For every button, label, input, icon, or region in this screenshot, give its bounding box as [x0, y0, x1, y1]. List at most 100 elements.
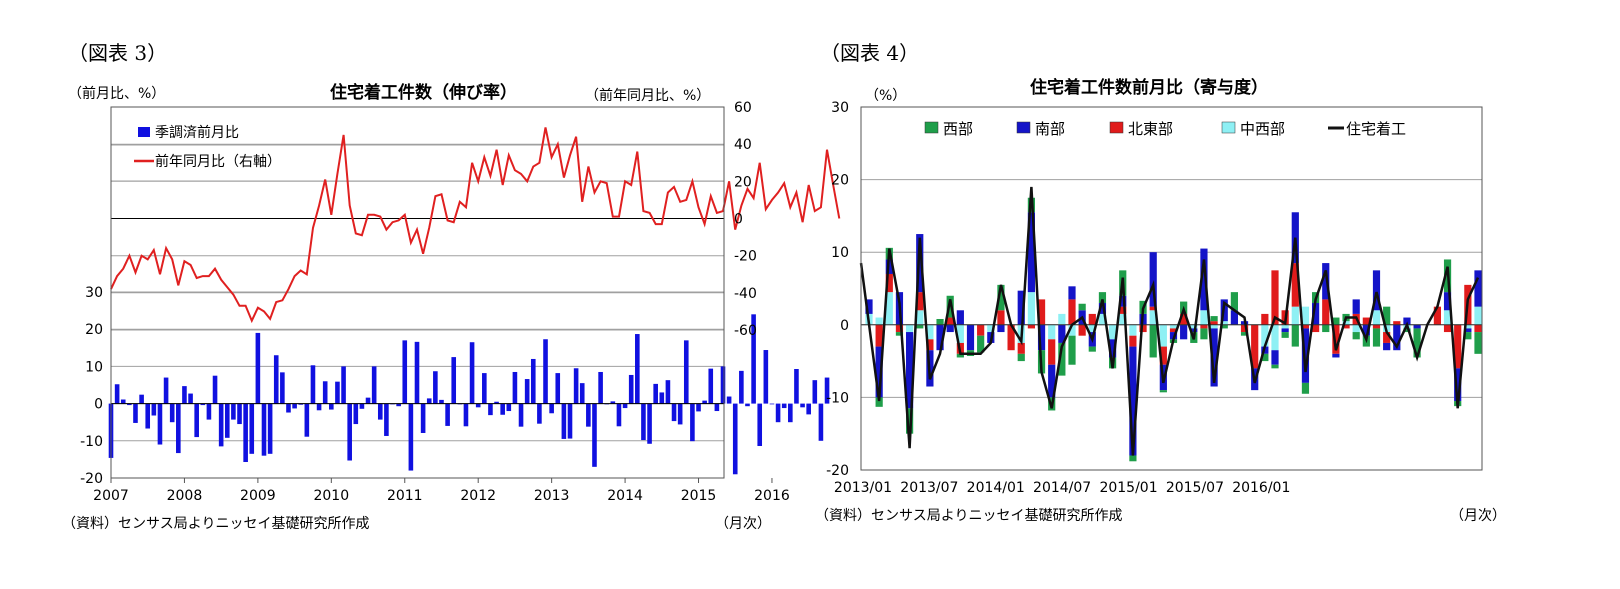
fig3-bar [286, 403, 291, 413]
fig3-bar [439, 399, 444, 404]
figure-3: （図表 3） （前月比、%） （前年同月比、%） 住宅着工件数（伸び率） -20… [62, 41, 841, 532]
fig4-bar-segment [926, 339, 934, 351]
fig3-bar [212, 375, 218, 404]
fig4-bar-segment [997, 284, 1005, 311]
fig4-bar-segment [1352, 324, 1360, 333]
fig4-bar-segment [1454, 368, 1462, 402]
fig3-bar [616, 403, 622, 427]
fig3-bar [194, 403, 199, 438]
fig3-bar [641, 403, 646, 441]
fig4-y-tick-label: -10 [826, 390, 849, 406]
fig4-bar-segment [1393, 321, 1401, 325]
fig4-stacked-bars [865, 197, 1482, 462]
fig4-bar-segment [1129, 346, 1137, 456]
fig3-bar [145, 403, 151, 429]
fig4-bar-segment [1372, 328, 1381, 347]
fig4-bar-segment [875, 317, 883, 325]
fig4-bar-segment [916, 310, 924, 325]
fig4-y-tick-label: -20 [826, 463, 849, 479]
fig3-bar [518, 403, 524, 427]
fig3-bar [182, 386, 187, 404]
fig4-bar-segment [885, 292, 893, 325]
fig4-bar-segment [1443, 324, 1452, 333]
fig3-bar [573, 368, 579, 404]
fig4-bar-segment [1240, 332, 1249, 336]
fig4-bar-segment [1159, 346, 1167, 365]
fig3-left-tick-label: 20 [85, 322, 103, 338]
fig4-bar-segment [1088, 313, 1096, 325]
fig3-bar [555, 373, 561, 404]
fig3-bar [586, 403, 591, 427]
fig4-bar-segment [1078, 324, 1086, 336]
fig3-bar [653, 383, 658, 404]
fig3-bar [665, 380, 671, 404]
fig3-left-unit: （前月比、%） [68, 85, 165, 102]
fig3-bar [463, 403, 469, 427]
fig3-bar [635, 334, 640, 404]
fig3-yoy-line [110, 127, 841, 324]
fig4-bar-segment [1291, 324, 1299, 347]
fig3-source: （資料）センサス局よりニッセイ基礎研究所作成 [62, 515, 369, 532]
fig4-legend-label: 西部 [943, 120, 973, 138]
fig4-bar-segment [1464, 332, 1472, 340]
fig4-bar-segment [1332, 317, 1340, 325]
fig3-bar [176, 403, 181, 454]
fig3-bar [628, 374, 634, 404]
fig4-bar-segment [1291, 306, 1299, 325]
fig4-bar-segment [1312, 303, 1320, 325]
fig3-right-tick-label: -40 [734, 286, 757, 302]
fig4-bar-segment [1017, 353, 1025, 362]
fig4-bar-segment [1261, 353, 1269, 362]
fig4-bar-segment [946, 324, 954, 333]
fig4-bar-segment [1180, 324, 1188, 340]
fig4-bar-segment [1098, 292, 1107, 304]
fig4-bar-segment [1129, 324, 1137, 336]
fig3-bar [169, 403, 175, 423]
fig3-bar [506, 403, 512, 412]
fig3-label: （図表 3） [68, 41, 167, 65]
fig3-bar [329, 403, 334, 410]
fig4-bar-segment [1109, 339, 1117, 358]
fig4-bar-segment [1474, 306, 1482, 325]
fig3-bar [537, 403, 542, 424]
fig3-legend-label-bar: 季調済前月比 [155, 124, 239, 141]
fig4-legend-swatch [1221, 121, 1236, 134]
fig4-x-tick-label: 2016/01 [1232, 480, 1290, 496]
fig4-bar-segment [1322, 299, 1330, 325]
fig4-bar-segment [1271, 350, 1279, 365]
fig4-bar-segment [906, 332, 914, 409]
fig4-source: （資料）センサス局よりニッセイ基礎研究所作成 [815, 507, 1122, 524]
fig4-total-line [859, 186, 1480, 456]
fig4-bar-segment [875, 397, 883, 407]
fig3-bar [353, 403, 359, 425]
fig3-bar [488, 403, 493, 416]
fig4-bar-segment [1332, 324, 1340, 354]
fig4-bar-segment [865, 299, 873, 314]
fig4-bar-segment [1068, 324, 1076, 336]
fig4-bar-segment [1474, 332, 1482, 354]
fig3-bar [218, 403, 224, 447]
fig4-legend-label: 中西部 [1240, 120, 1285, 138]
fig3-bar [445, 403, 450, 426]
fig3-bar [561, 403, 567, 439]
fig4-bar-segment [1362, 317, 1370, 325]
fig3-bar [659, 392, 665, 404]
fig3-bar [231, 403, 236, 420]
fig4-bar-segment [1037, 299, 1046, 325]
fig4-bar-segment [946, 295, 954, 318]
fig4-bar-segment [1261, 313, 1269, 325]
fig3-bar [806, 403, 811, 415]
fig3-bar [824, 377, 830, 404]
fig4-bar-segment [1372, 270, 1381, 311]
figure-4: （図表 4） （%） 住宅着工件数前月比（寄与度） -20-100102030 … [815, 41, 1506, 524]
fig3-bar [261, 403, 267, 456]
fig4-bar-segment [1372, 324, 1381, 329]
fig4-bar-segment [1200, 328, 1208, 340]
fig3-left-tick-label: -10 [80, 434, 103, 450]
fig4-bar-segment [1240, 324, 1249, 333]
fig4-bar-segment [1383, 342, 1391, 351]
fig4-bar-segment [1017, 342, 1025, 354]
fig3-bar [267, 403, 273, 454]
fig4-label: （図表 4） [820, 41, 919, 65]
fig4-bar-segment [1058, 324, 1066, 343]
